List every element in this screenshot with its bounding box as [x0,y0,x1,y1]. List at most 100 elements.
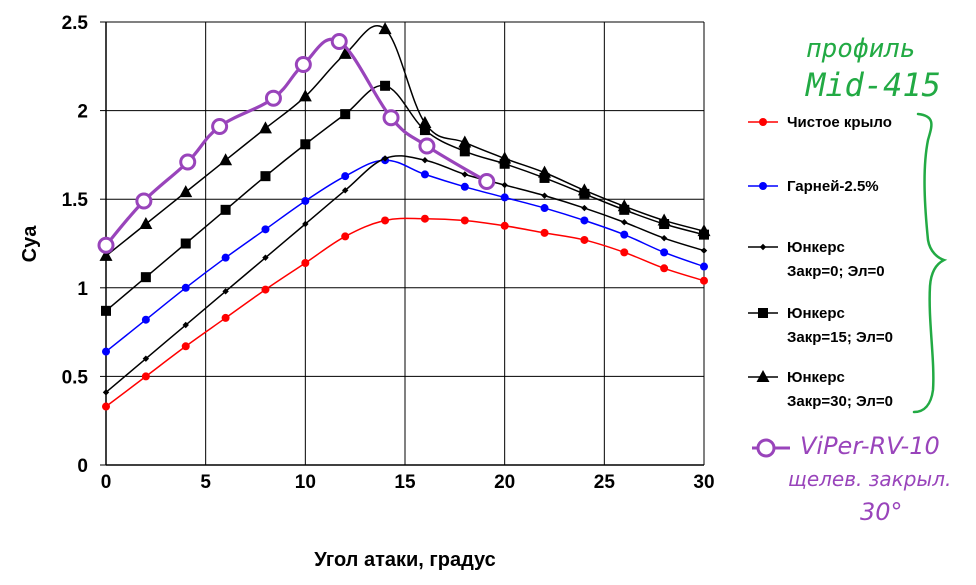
data-point [179,153,197,171]
profile-note-line-2: Mid-415 [805,66,941,104]
data-point [302,220,309,228]
legend-label: Юнкерс [787,239,845,256]
data-point [300,139,311,150]
x-tick-label: 0 [101,472,112,493]
data-point [700,262,708,271]
data-point [478,172,496,190]
data-point [181,342,190,351]
data-point [500,221,509,230]
data-point [500,193,509,202]
series-line [105,159,705,353]
data-point [102,347,110,356]
data-point [577,183,591,196]
data-point [142,355,150,362]
legend-marker [758,308,768,318]
legend-marker [756,370,770,382]
data-point [657,213,671,226]
legend-marker [759,182,767,190]
legend-label: Юнкерс [787,305,845,322]
data-point [221,253,230,262]
data-point [97,236,115,254]
data-point [538,165,552,178]
data-point [460,216,469,225]
data-point [381,155,389,162]
series-1 [102,156,708,356]
data-point [341,232,350,241]
legend-label: Юнкерс [787,369,845,386]
data-point [501,181,508,189]
legend: Чистое крыло Гарней-2.5% Юнкерс Закр=0; Эл=… [748,114,951,526]
data-point [301,258,310,267]
legend-label: 30° [860,498,903,526]
data-point [540,228,549,237]
data-point [102,389,110,396]
data-point [420,170,429,179]
data-point [294,56,312,74]
series-2 [102,155,708,396]
data-point [458,135,472,148]
legend-label: Гарней-2.5% [787,178,879,195]
y-tick-label: 2.5 [62,13,89,34]
data-point [330,32,348,50]
data-point [382,109,400,127]
data-point [459,146,470,157]
x-tick-label: 5 [200,472,211,493]
data-point [261,285,270,294]
data-point [460,182,469,191]
legend-label: Закр=15; Эл=0 [787,329,893,346]
x-tick-label: 30 [693,472,714,493]
series-4 [99,22,711,261]
data-point [580,216,589,225]
data-point [580,235,589,244]
series-line [105,85,705,312]
data-point [660,234,668,242]
data-point [258,121,272,134]
legend-label: Закр=30; Эл=0 [787,393,893,410]
data-point [540,204,549,213]
data-point [617,199,631,212]
data-point [499,158,510,169]
tick-labels: 0 5 10 15 20 25 30 0 0.5 1 1.5 2 2.5 [62,13,715,493]
profile-note-line-1: профиль [806,34,916,64]
x-tick-label: 25 [594,472,616,493]
data-point [221,313,230,322]
data-point [219,153,233,166]
data-point [660,248,669,257]
legend-label: ViPer-RV-10 [800,432,940,460]
legend-marker [759,243,767,251]
data-point [378,22,392,35]
series-0 [102,214,708,411]
y-axis-title: Cya [19,225,41,263]
data-point [660,264,669,273]
legend-entry-3: Юнкерс Закр=15; Эл=0 [748,305,893,346]
data-point [181,283,190,292]
series-line [104,37,489,247]
data-point [141,372,150,381]
legend-marker [756,438,776,458]
data-point [220,204,231,215]
x-tick-label: 15 [394,472,416,493]
data-point [298,89,312,102]
data-point [418,116,432,129]
data-point [381,216,390,225]
y-tick-label: 1.5 [62,190,89,211]
data-point [420,214,429,223]
data-point [620,248,629,257]
data-point [498,151,512,164]
data-point [461,171,468,178]
data-point [700,276,708,285]
x-tick-label: 10 [295,472,316,493]
data-point [341,172,350,181]
data-point [621,219,628,226]
data-point [102,402,110,411]
y-tick-label: 2 [77,102,88,123]
legend-entry-2: Юнкерс Закр=0; Эл=0 [748,239,885,280]
data-point [338,46,352,59]
data-point [620,230,629,239]
legend-entry-5: ViPer-RV-10 щелев. закрыл. 30° [752,432,951,526]
legend-entry-1: Гарней-2.5% [748,178,879,195]
data-point [180,238,191,249]
legend-entry-4: Юнкерс Закр=30; Эл=0 [748,369,893,410]
series-line [105,155,705,394]
